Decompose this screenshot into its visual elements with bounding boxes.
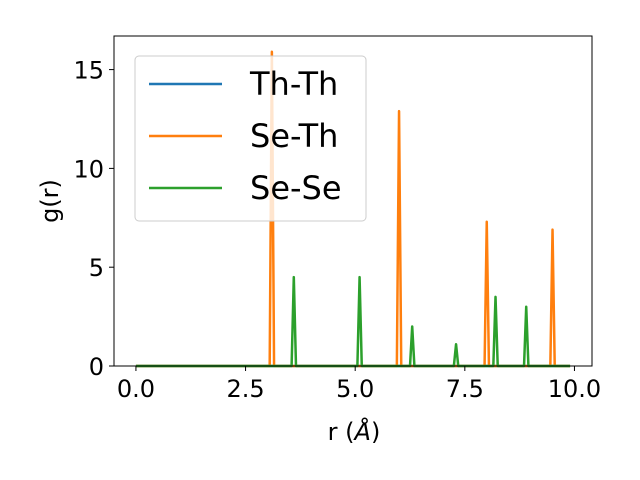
x-tick-label: 7.5 [446, 375, 484, 403]
plot-frame [113, 35, 593, 367]
legend-label-se-se: Se-Se [250, 169, 342, 207]
x-tick-label: 5.0 [336, 375, 374, 403]
legend: Th-Th Se-Th Se-Se [134, 55, 367, 222]
y-axis-label: g(r) [36, 179, 64, 223]
x-tick-label: 0.0 [117, 375, 155, 403]
y-tick-label: 0 [89, 353, 104, 381]
series-line-se-se [135, 275, 571, 368]
legend-label-se-th: Se-Th [250, 117, 338, 155]
ticks-layer: 0.0 2.5 5.0 7.5 10.0 0 5 10 15 [73, 57, 601, 403]
x-tick-label: 2.5 [226, 375, 264, 403]
x-tick-label: 10.0 [548, 375, 601, 403]
x-axis-label: r (Å) [328, 417, 381, 446]
y-tick-label: 10 [73, 155, 104, 183]
legend-items: Th-Th Se-Th Se-Se [149, 65, 342, 207]
y-tick-label: 5 [89, 254, 104, 282]
legend-box [134, 55, 367, 222]
legend-label-th-th: Th-Th [249, 65, 338, 103]
y-tick-label: 15 [73, 57, 104, 85]
